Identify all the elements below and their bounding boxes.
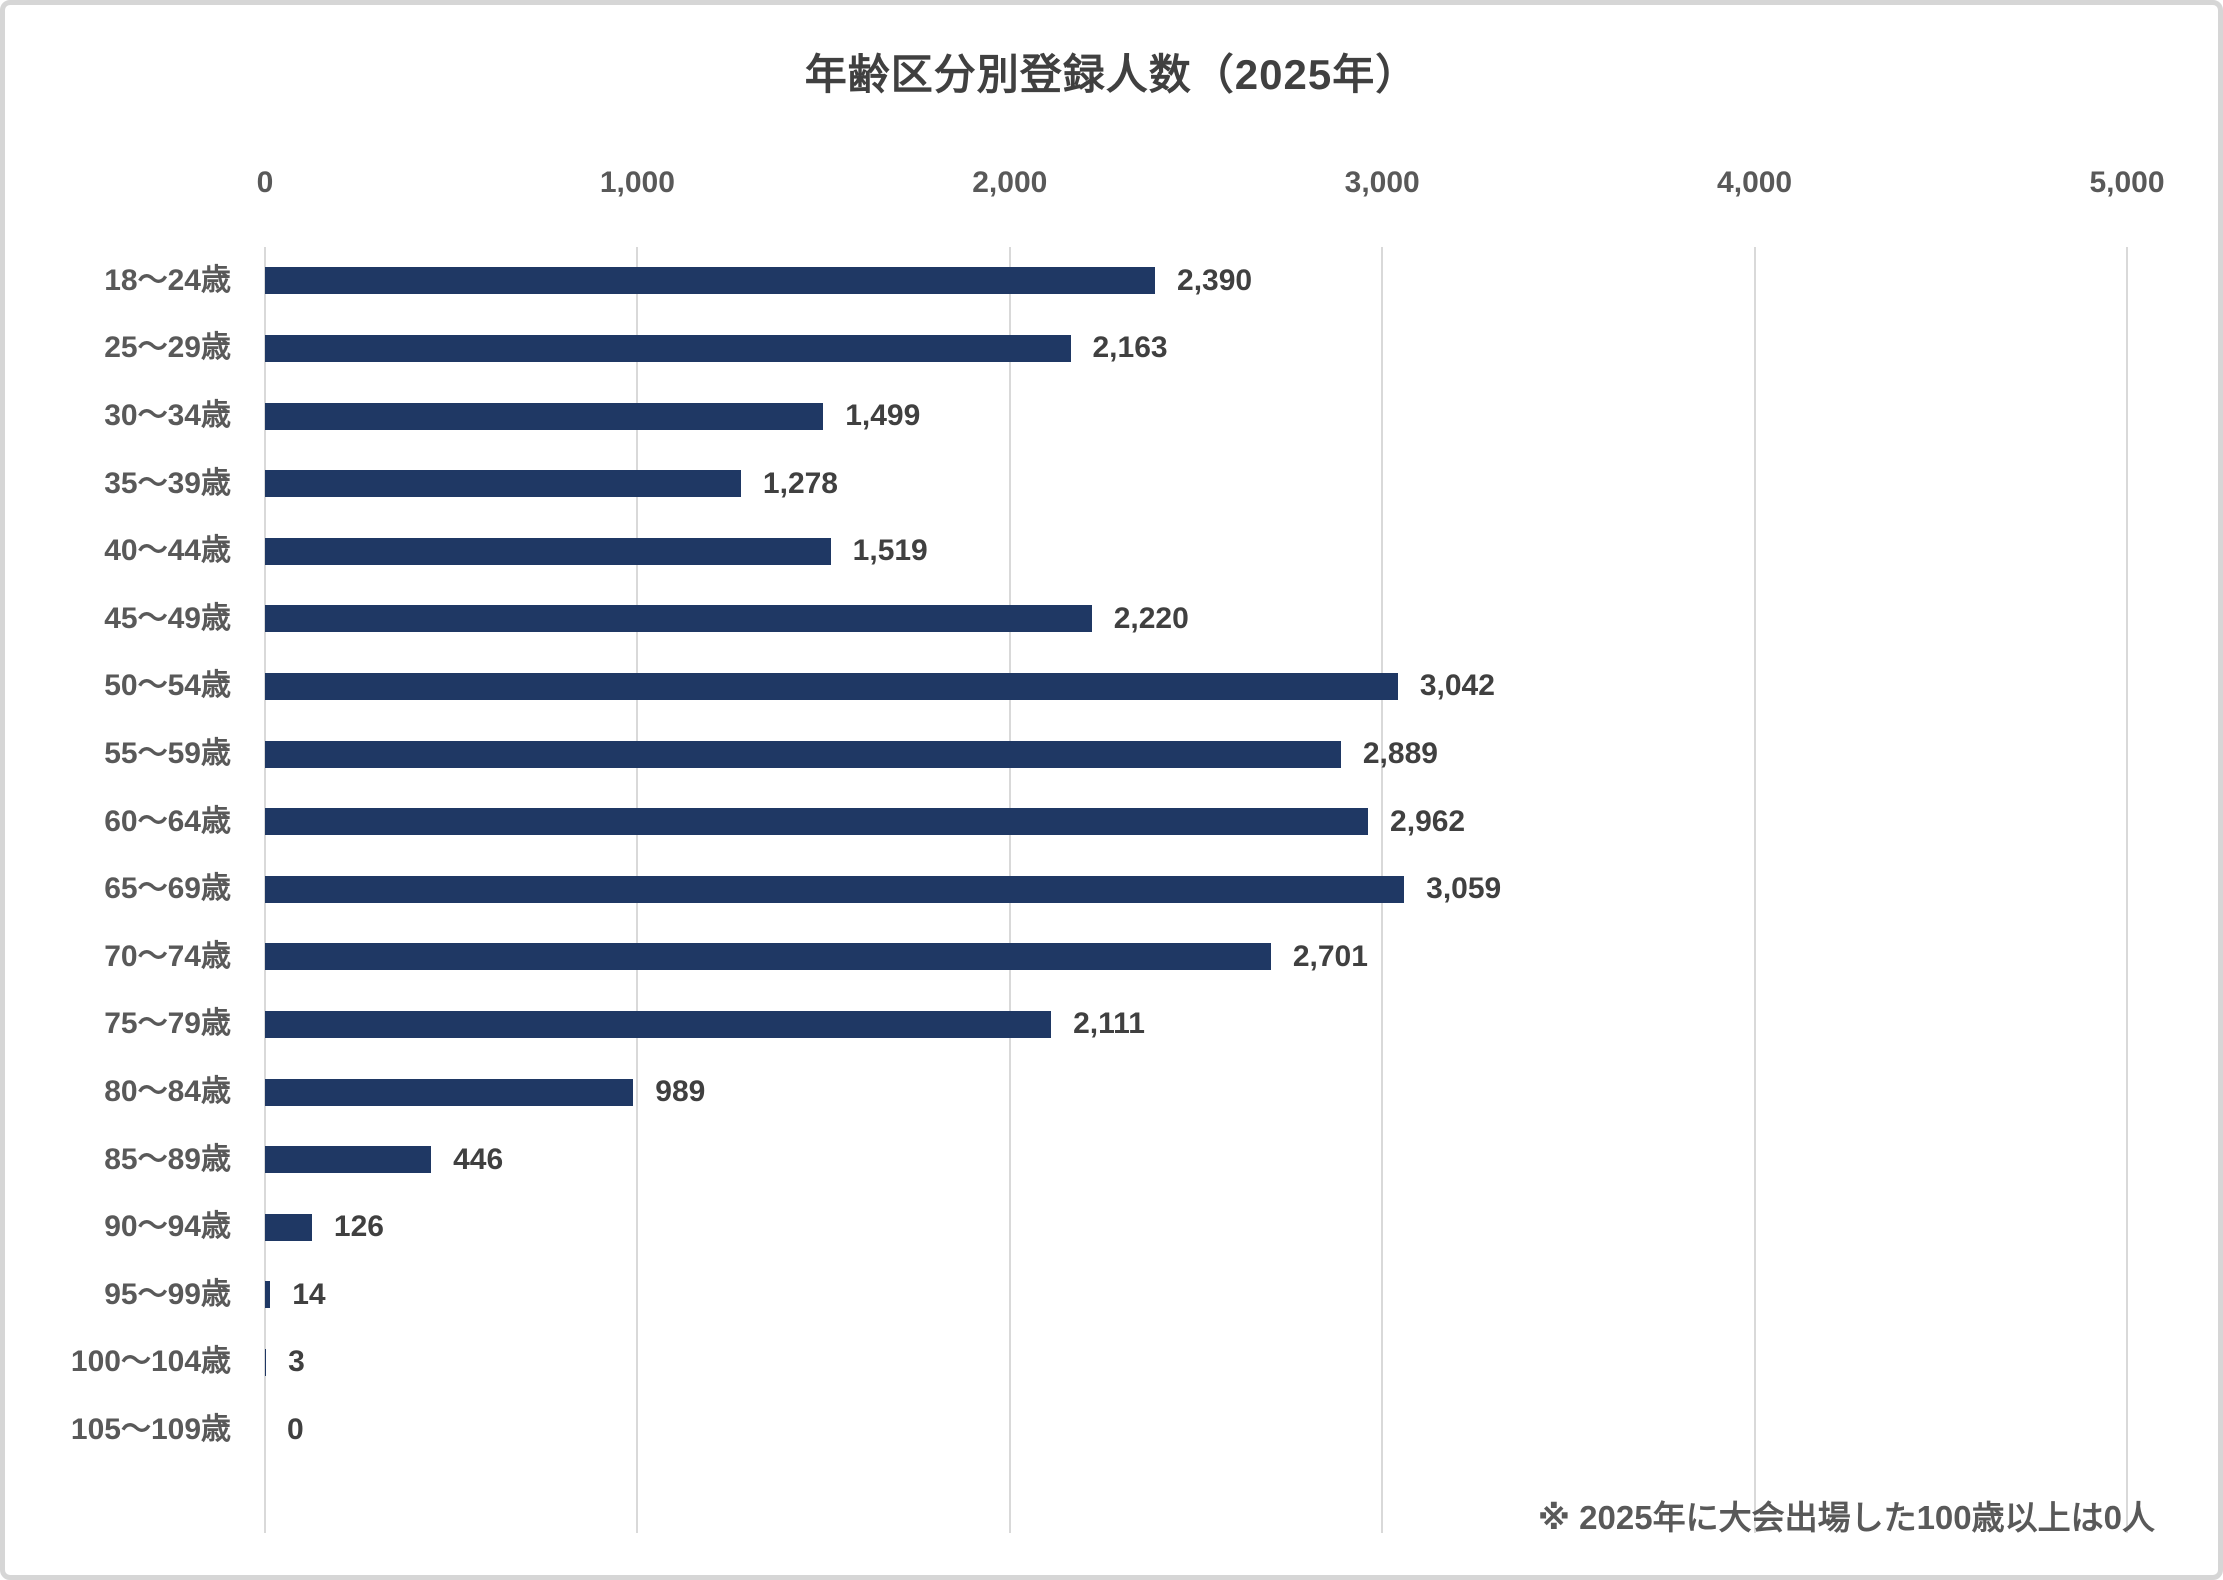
bar bbox=[265, 875, 1405, 903]
value-label: 2,962 bbox=[1390, 804, 1466, 838]
chart-footnote: ※ 2025年に大会出場した100歳以上は0人 bbox=[1537, 1499, 2155, 1536]
bar bbox=[265, 334, 1071, 362]
bar bbox=[265, 1078, 634, 1106]
x-tick-label: 4,000 bbox=[1717, 166, 1793, 199]
value-label: 1,278 bbox=[762, 466, 838, 500]
value-label: 2,163 bbox=[1092, 331, 1168, 365]
value-label: 3,042 bbox=[1419, 669, 1495, 703]
bar bbox=[265, 267, 1156, 295]
bar bbox=[265, 1146, 432, 1174]
chart-title: 年齢区分別登録人数（2025年） bbox=[804, 51, 1419, 98]
category-label: 55〜59歳 bbox=[104, 737, 231, 770]
x-tick-label: 5,000 bbox=[2089, 166, 2165, 199]
bar bbox=[265, 1010, 1052, 1038]
bar bbox=[265, 943, 1271, 971]
value-label: 0 bbox=[287, 1413, 304, 1446]
bar bbox=[265, 605, 1092, 633]
category-label: 90〜94歳 bbox=[104, 1210, 231, 1244]
value-label: 14 bbox=[292, 1277, 326, 1311]
bar bbox=[265, 1213, 312, 1241]
category-label: 75〜79歳 bbox=[104, 1007, 231, 1041]
category-label: 30〜34歳 bbox=[104, 399, 231, 432]
bar bbox=[265, 537, 831, 565]
gridline bbox=[2126, 247, 2128, 1533]
category-label: 40〜44歳 bbox=[104, 534, 231, 568]
value-label: 989 bbox=[655, 1075, 706, 1108]
bar bbox=[265, 740, 1341, 768]
bar bbox=[265, 672, 1398, 700]
bar bbox=[265, 1348, 267, 1376]
value-label: 3,059 bbox=[1426, 872, 1502, 906]
value-label: 126 bbox=[333, 1210, 384, 1244]
x-tick-label: 1,000 bbox=[599, 166, 675, 199]
category-label: 25〜29歳 bbox=[104, 331, 231, 365]
category-label: 45〜49歳 bbox=[104, 601, 231, 635]
category-label: 65〜69歳 bbox=[104, 872, 231, 906]
value-label: 1,499 bbox=[845, 399, 921, 432]
value-label: 3 bbox=[288, 1345, 305, 1379]
gridline bbox=[1753, 247, 1756, 1533]
category-label: 85〜89歳 bbox=[104, 1142, 231, 1176]
category-label: 60〜64歳 bbox=[104, 804, 231, 838]
value-label: 2,220 bbox=[1113, 601, 1189, 635]
value-label: 446 bbox=[453, 1142, 504, 1176]
category-label: 35〜39歳 bbox=[104, 466, 231, 500]
bar bbox=[265, 470, 741, 498]
bar bbox=[265, 1281, 271, 1309]
value-label: 2,111 bbox=[1073, 1007, 1145, 1041]
category-label: 100〜104歳 bbox=[70, 1345, 231, 1379]
category-label: 80〜84歳 bbox=[104, 1075, 231, 1108]
bar bbox=[265, 402, 824, 430]
bar bbox=[265, 808, 1369, 836]
category-label: 105〜109歳 bbox=[70, 1413, 231, 1446]
x-tick-label: 2,000 bbox=[972, 166, 1048, 199]
value-label: 2,390 bbox=[1177, 263, 1253, 297]
value-label: 2,701 bbox=[1292, 939, 1368, 973]
value-label: 2,889 bbox=[1362, 737, 1438, 770]
value-label: 1,519 bbox=[852, 534, 928, 568]
category-label: 50〜54歳 bbox=[104, 669, 231, 703]
category-label: 70〜74歳 bbox=[104, 939, 231, 973]
category-label: 18〜24歳 bbox=[104, 263, 231, 297]
x-tick-label: 3,000 bbox=[1344, 166, 1420, 199]
x-tick-label: 0 bbox=[256, 166, 274, 199]
category-label: 95〜99歳 bbox=[104, 1277, 231, 1311]
